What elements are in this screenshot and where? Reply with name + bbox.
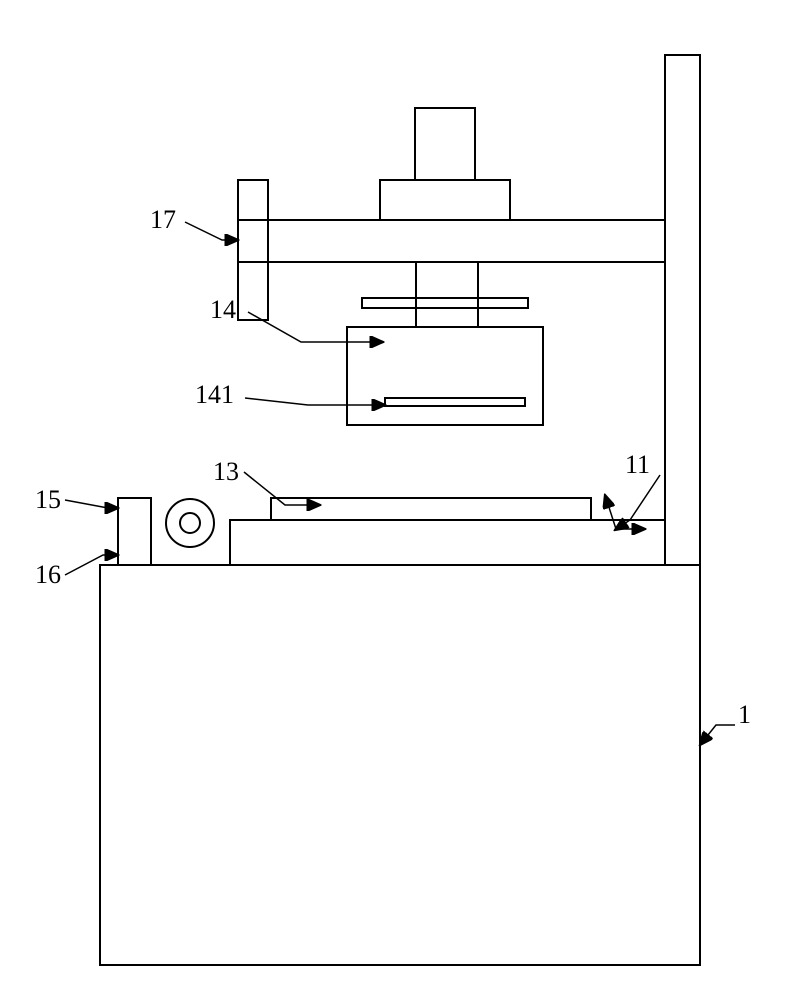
mount-plate	[230, 520, 665, 565]
leader-15	[65, 500, 118, 508]
label-14: 14	[210, 295, 236, 325]
leader-11c	[615, 475, 660, 530]
press-guide	[362, 298, 528, 308]
roller-outer	[166, 499, 214, 547]
base-body	[100, 565, 700, 965]
label-17: 17	[150, 205, 176, 235]
label-141: 141	[195, 380, 234, 410]
press-slot	[385, 398, 525, 406]
label-11: 11	[625, 450, 650, 480]
roller-inner	[180, 513, 200, 533]
technical-diagram	[0, 0, 800, 1000]
leader-17	[185, 222, 238, 240]
label-1: 1	[738, 700, 751, 730]
leader-13	[244, 472, 320, 505]
leader-141	[245, 398, 385, 405]
end-block	[238, 180, 268, 320]
leader-lines	[65, 222, 735, 745]
horizontal-arm	[238, 220, 665, 262]
right-column	[665, 55, 700, 565]
work-table	[271, 498, 591, 520]
top-block	[415, 108, 475, 180]
label-15: 15	[35, 485, 61, 515]
label-16: 16	[35, 560, 61, 590]
label-13: 13	[213, 457, 239, 487]
left-post	[118, 498, 151, 565]
leader-1	[700, 725, 735, 745]
press-upper	[380, 180, 510, 220]
press-neck	[416, 262, 478, 327]
